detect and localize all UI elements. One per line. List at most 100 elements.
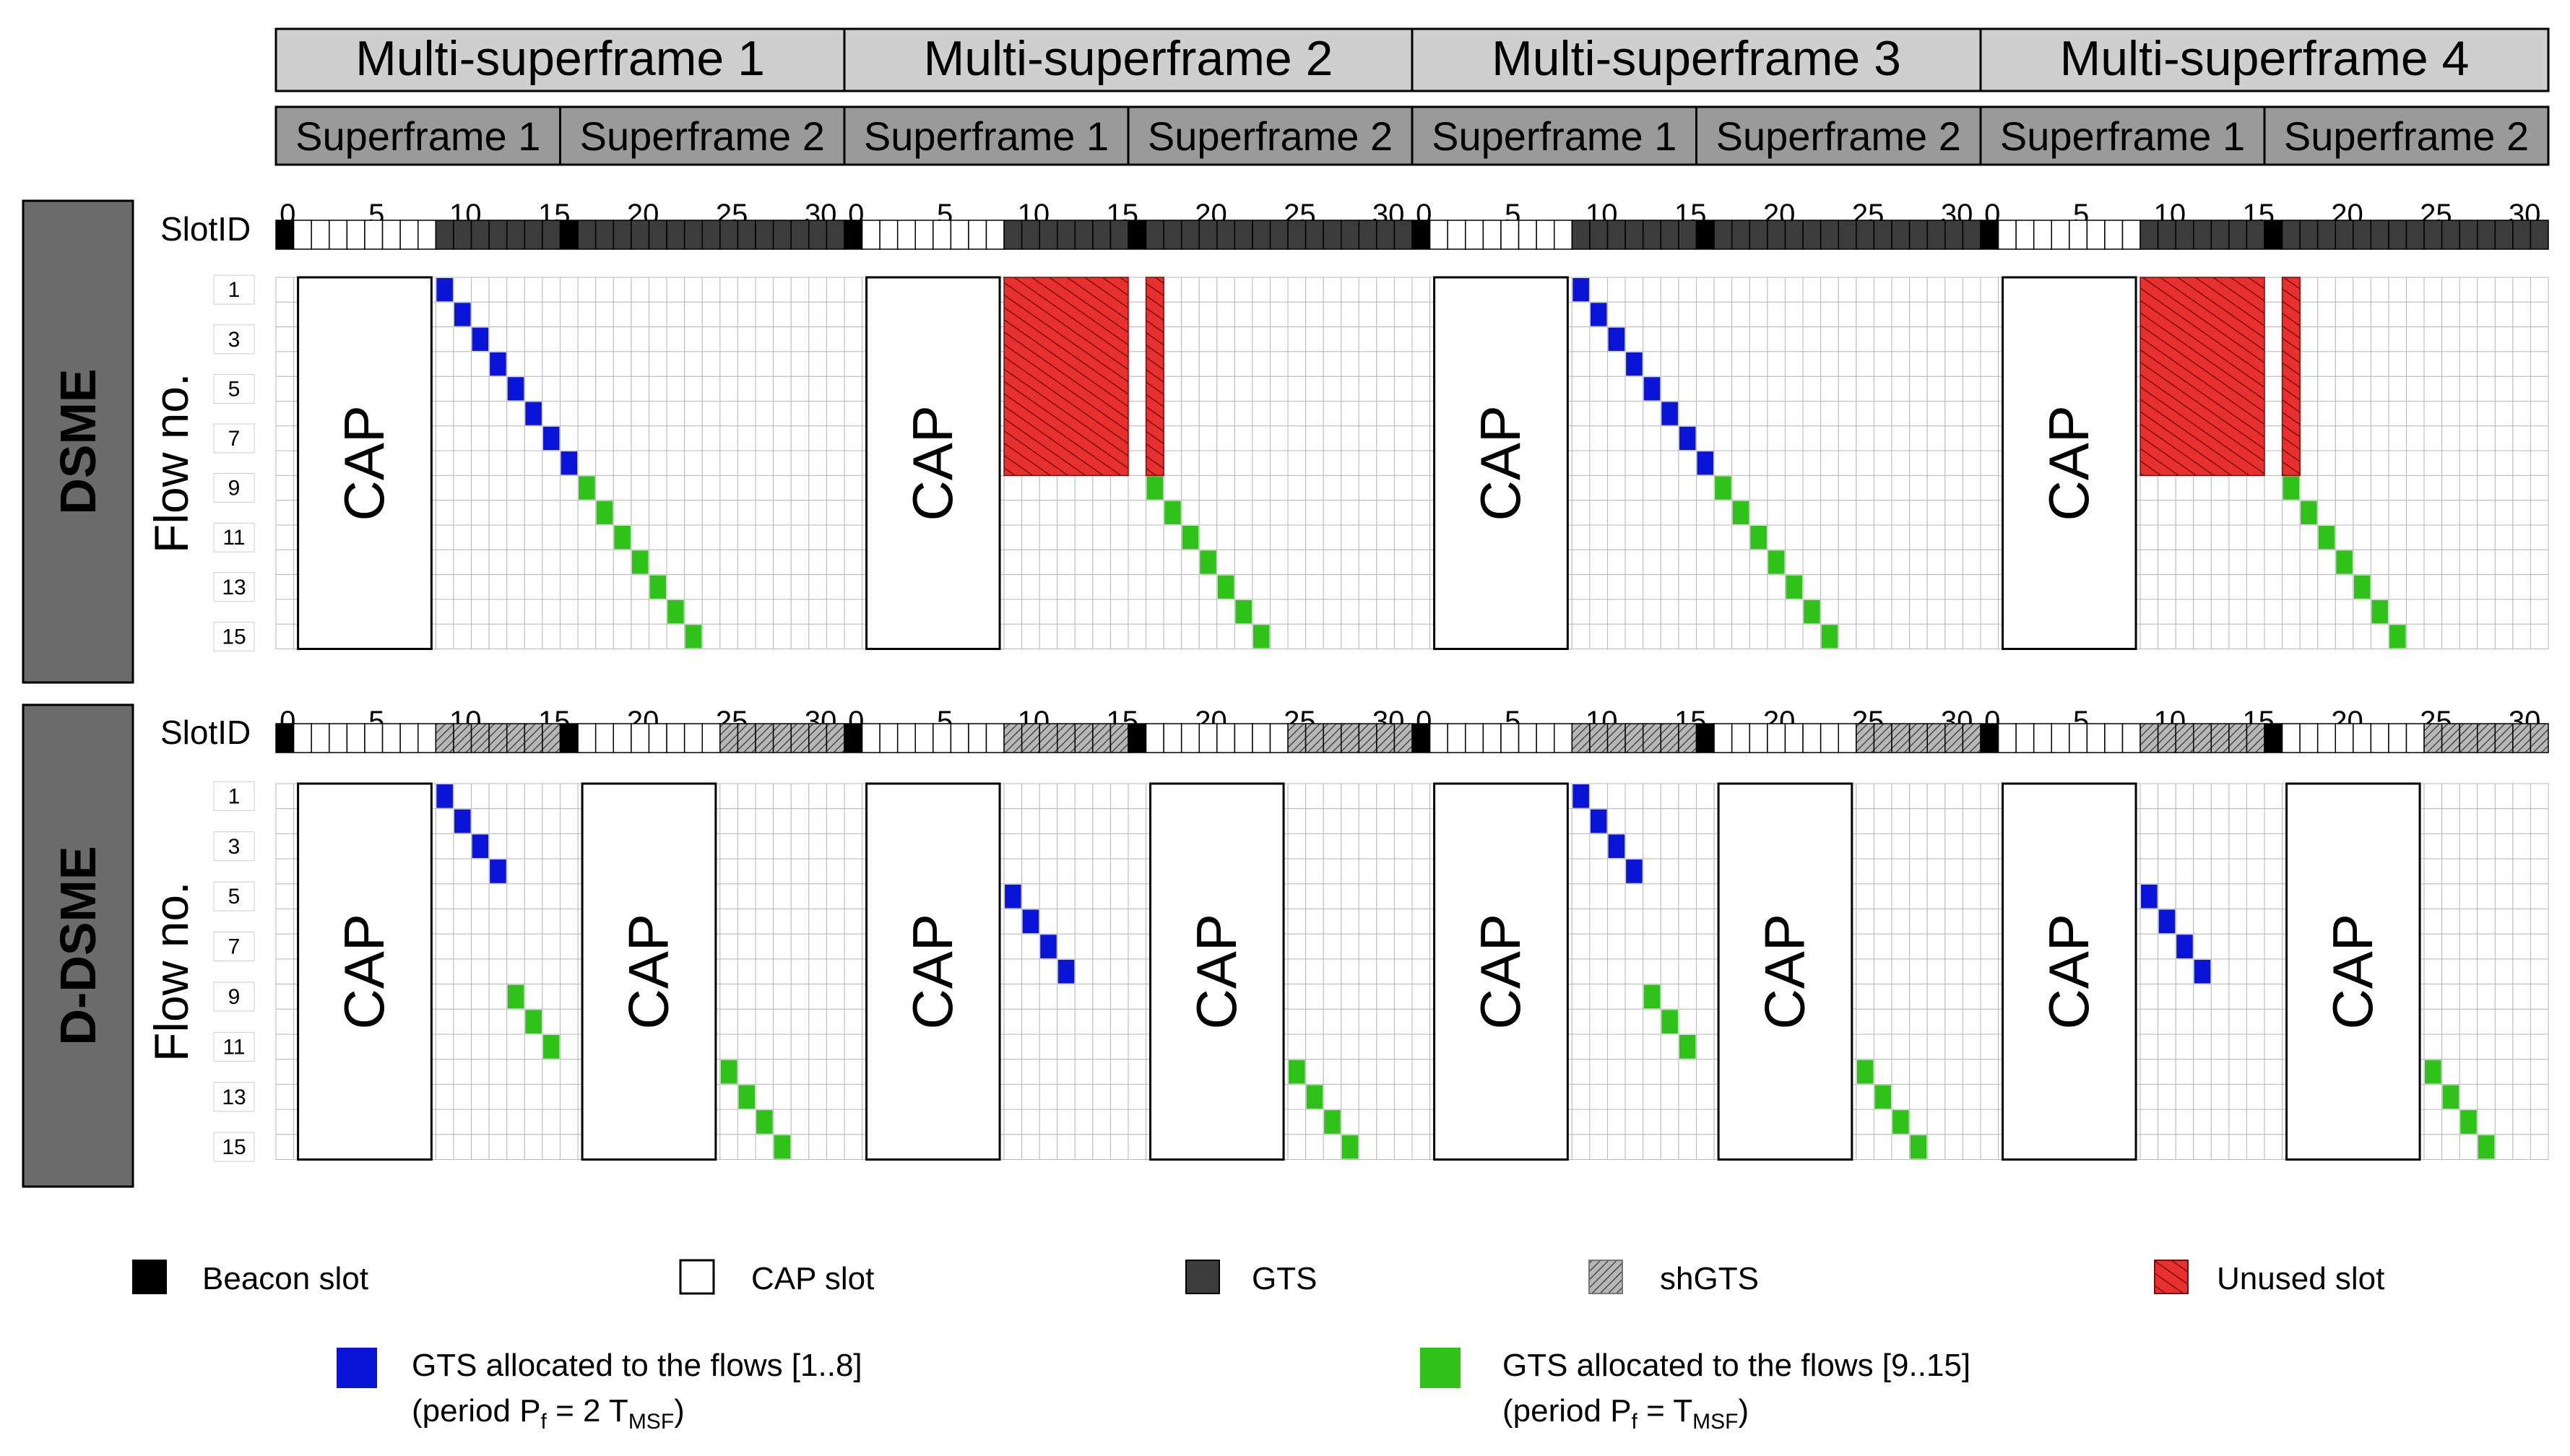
grid-cell <box>2441 958 2460 985</box>
grid-cell <box>1856 984 1874 1010</box>
grid-cell <box>2193 623 2212 650</box>
slot-cell-beacon <box>1128 220 1147 250</box>
grid-cell <box>1873 984 1892 1010</box>
grid-cell <box>2477 1008 2496 1035</box>
grid-cell <box>1624 474 1644 501</box>
grid-cell <box>1341 833 1359 859</box>
grid-cell <box>2406 599 2425 625</box>
grid-cell <box>1092 599 1111 625</box>
grid-cell <box>701 401 721 427</box>
grid-cell <box>1074 933 1094 960</box>
grid-cell <box>1873 909 1892 935</box>
grid-cell <box>2388 524 2407 550</box>
slot-cell-cap <box>2370 723 2389 753</box>
grid-cell <box>2264 1008 2283 1035</box>
grid-cell <box>2423 1008 2443 1035</box>
slot-cell-shgts <box>1571 723 1591 753</box>
grid-cell <box>2246 574 2265 600</box>
grid-cell <box>613 351 632 377</box>
grid-cell <box>506 958 525 985</box>
slot-cell-gts <box>1767 220 1786 250</box>
slot-cell-gts <box>719 220 739 250</box>
grid-cell <box>1678 549 1697 576</box>
grid-cell <box>1039 524 1058 550</box>
grid-cell <box>2423 599 2443 625</box>
grid-cell <box>1589 1134 1609 1161</box>
grid-cell <box>1643 958 1661 985</box>
grid-cell <box>1216 401 1235 427</box>
grid-cell <box>684 277 703 303</box>
grid-cell <box>1287 984 1307 1010</box>
grid-cell <box>808 524 827 550</box>
gts-cell-green <box>756 1110 773 1134</box>
grid-cell <box>453 1134 472 1161</box>
grid-cell <box>1891 909 1911 935</box>
grid-cell <box>1074 500 1094 526</box>
grid-cell <box>1198 351 1218 377</box>
grid-cell <box>1926 1134 1946 1161</box>
grid-cell <box>773 376 792 402</box>
grid-cell <box>2175 858 2194 885</box>
grid-cell <box>1713 326 1733 352</box>
gts-cell-blue <box>1572 278 1589 302</box>
grid-cell <box>2477 425 2496 451</box>
grid-cell <box>2477 1109 2496 1135</box>
grid-cell <box>2370 524 2389 550</box>
grid-cell <box>719 1008 738 1035</box>
grid-cell <box>1128 623 1147 650</box>
grid-cell <box>1891 1083 1911 1110</box>
grid-cell <box>613 623 632 650</box>
grid-cell <box>542 277 561 303</box>
grid-cell <box>1270 326 1289 352</box>
grid-cell <box>1944 984 1963 1010</box>
grid-cell <box>1731 574 1750 600</box>
grid-cell <box>1092 574 1111 600</box>
grid-cell <box>2264 1134 2283 1161</box>
grid-cell <box>1696 883 1715 910</box>
gts-cell-green <box>738 1085 756 1109</box>
grid-cell <box>701 524 721 550</box>
grid-cell <box>1624 500 1644 526</box>
gts-cell-blue <box>1572 784 1589 808</box>
grid-cell <box>1003 808 1023 834</box>
slot-cell-cap <box>701 723 721 753</box>
grid-cell <box>2370 623 2389 650</box>
grid-cell <box>1411 984 1431 1010</box>
grid-cell <box>2494 425 2514 451</box>
slot-cell-cap <box>1518 723 1537 753</box>
grid-cell <box>1643 883 1661 910</box>
flow-tick-label: 13 <box>222 1086 246 1109</box>
multi-superframe-label: Multi-superframe 1 <box>355 31 765 86</box>
grid-cell <box>1287 301 1307 328</box>
grid-cell <box>1962 1109 1981 1135</box>
unused-slot-block <box>1145 277 1164 477</box>
slot-cell-shgts <box>1376 723 1396 753</box>
grid-cell <box>1784 549 1804 576</box>
grid-cell <box>755 351 774 377</box>
grid-cell <box>684 376 703 402</box>
grid-cell <box>2441 808 2460 834</box>
grid-cell <box>1589 858 1609 885</box>
grid-cell <box>755 599 774 625</box>
grid-cell <box>488 599 508 625</box>
slot-cell-shgts <box>542 723 561 753</box>
grid-cell <box>1802 326 1822 352</box>
grid-cell <box>1624 401 1644 427</box>
grid-cell <box>1109 1059 1129 1085</box>
grid-cell <box>1660 1109 1679 1135</box>
grid-cell <box>2264 599 2283 625</box>
grid-cell <box>2193 1134 2212 1161</box>
grid-cell <box>1092 1059 1111 1085</box>
grid-cell <box>808 599 827 625</box>
grid-cell <box>488 425 508 451</box>
grid-cell <box>560 376 579 402</box>
flow-tick-box <box>213 781 255 811</box>
grid-cell <box>1962 277 1981 303</box>
grid-cell <box>2317 549 2336 576</box>
grid-cell <box>1713 425 1733 451</box>
grid-cell <box>1980 450 1999 476</box>
grid-cell <box>471 1034 490 1060</box>
grid-cell <box>2139 933 2159 960</box>
grid-cell <box>1678 351 1697 377</box>
grid-cell <box>1944 425 1963 451</box>
